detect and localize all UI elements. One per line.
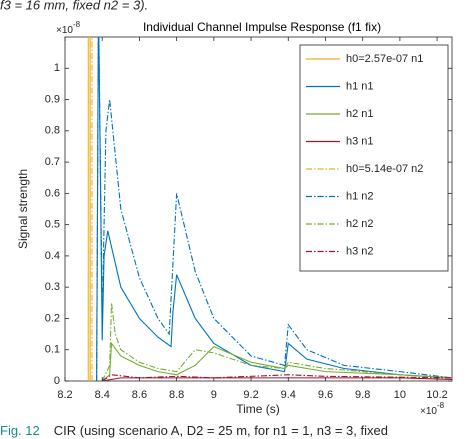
y-tick-label: 0.1 — [45, 344, 60, 356]
x-tick-label: 9.6 — [318, 389, 333, 401]
y-multiplier-base: ×10 — [56, 25, 73, 36]
y-tick-label: 0.7 — [45, 156, 60, 168]
legend-label: h2 n2 — [346, 218, 374, 230]
series-line — [102, 377, 452, 381]
series-line — [96, 37, 452, 381]
caption: Fig. 12 CIR (using scenario A, D2 = 25 m,… — [0, 423, 388, 438]
x-tick-label: 8.6 — [132, 389, 147, 401]
y-axis-label: Signal strength — [16, 169, 30, 249]
x-tick-label: 9 — [211, 389, 217, 401]
y-tick-label: 0.6 — [45, 187, 60, 199]
series-line — [101, 374, 452, 381]
y-tick-label: 1 — [54, 62, 60, 74]
legend-label: h1 n2 — [346, 190, 374, 202]
plot-area — [87, 37, 452, 381]
x-tick-label: 9.8 — [355, 389, 370, 401]
y-multiplier-power: -8 — [73, 20, 81, 29]
caption-text: CIR (using scenario A, D2 = 25 m, for n1… — [54, 423, 388, 438]
legend-label: h0=5.14e-07 n2 — [346, 163, 423, 175]
x-multiplier-base: ×10 — [420, 406, 437, 417]
x-axis-label: Time (s) — [236, 402, 280, 416]
x-tick-label: 8.4 — [95, 389, 110, 401]
legend-label: h3 n1 — [346, 135, 374, 147]
series-line — [96, 37, 452, 381]
legend-label: h1 n1 — [346, 80, 374, 92]
y-multiplier: ×10-8 — [56, 20, 81, 36]
series-line — [101, 341, 452, 381]
legend-label: h0=2.57e-07 n1 — [346, 53, 423, 65]
caption-label: Fig. 12 — [0, 423, 40, 438]
x-tick-label: 10.2 — [426, 389, 447, 401]
x-tick-label: 8.2 — [57, 389, 72, 401]
x-multiplier-power: -8 — [437, 401, 445, 410]
x-tick-label: 9.2 — [243, 389, 258, 401]
header-fragment: f3 = 16 mm, fixed n2 = 3). — [0, 0, 148, 12]
legend-box — [299, 44, 449, 272]
y-tick-label: 0.9 — [45, 93, 60, 105]
series-line — [101, 302, 452, 381]
x-tick-label: 10 — [394, 389, 406, 401]
y-tick-label: 0 — [54, 375, 60, 387]
x-multiplier: ×10-8 — [420, 401, 445, 417]
legend-label: h2 n1 — [346, 108, 374, 120]
y-tick-label: 0.8 — [45, 125, 60, 137]
x-tick-label: 8.8 — [169, 389, 184, 401]
y-tick-label: 0.5 — [45, 219, 60, 231]
axes-box — [64, 36, 453, 382]
y-tick-label: 0.3 — [45, 281, 60, 293]
chart-title: Individual Channel Impulse Response (f1 … — [143, 20, 381, 34]
legend-label: h3 n2 — [346, 245, 374, 257]
y-tick-label: 0.2 — [45, 312, 60, 324]
y-tick-label: 0.4 — [45, 250, 60, 262]
x-tick-label: 9.4 — [281, 389, 296, 401]
